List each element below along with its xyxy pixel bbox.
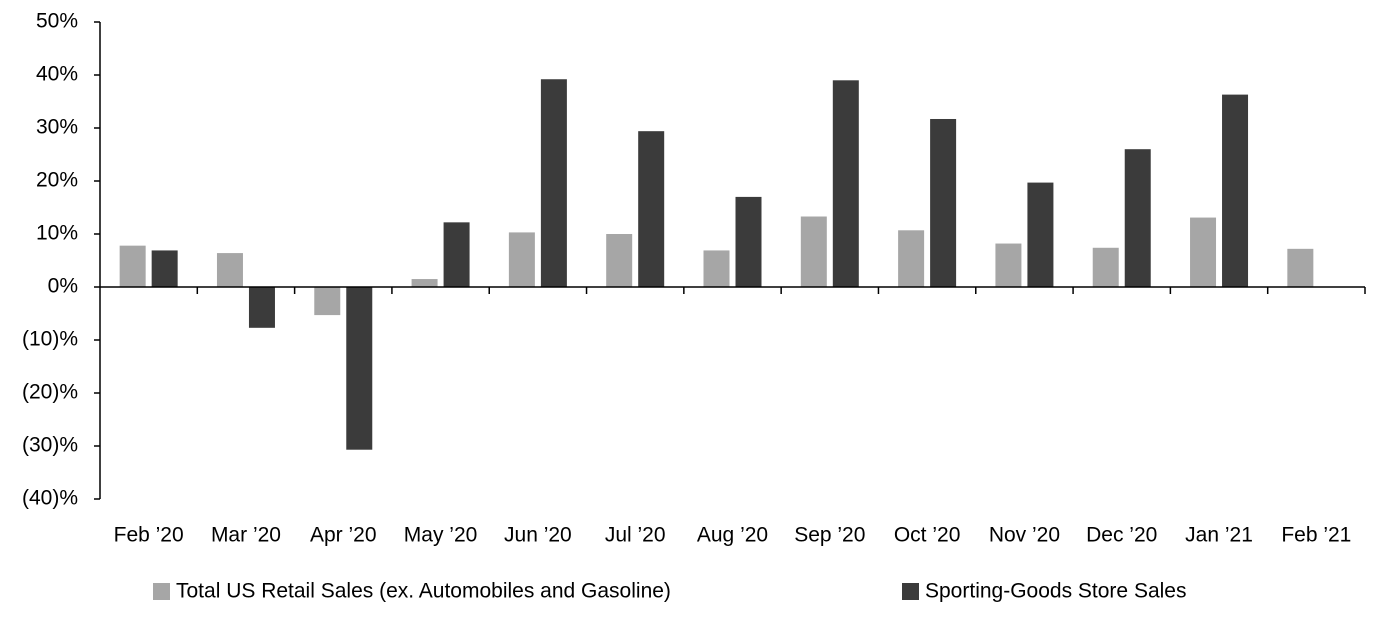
bar — [540, 79, 567, 288]
bar — [995, 243, 1022, 287]
y-tick-label: 30% — [36, 116, 78, 139]
y-tick-label: (30)% — [22, 434, 78, 457]
bar — [314, 287, 341, 316]
x-tick-label: Jun ’20 — [504, 524, 572, 547]
bar — [443, 222, 470, 287]
bar — [832, 80, 859, 287]
legend-swatch — [153, 583, 170, 600]
y-tick-label: 40% — [36, 63, 78, 86]
bar — [735, 196, 762, 287]
bar — [638, 131, 665, 287]
legend-label: Sporting-Goods Store Sales — [925, 580, 1186, 603]
legend-swatch — [902, 583, 919, 600]
x-tick-label: Dec ’20 — [1086, 524, 1157, 547]
x-tick-label: Oct ’20 — [894, 524, 961, 547]
bar — [703, 250, 730, 287]
y-tick-label: 20% — [36, 169, 78, 192]
x-tick-label: Nov ’20 — [989, 524, 1060, 547]
y-tick-label: (40)% — [22, 487, 78, 510]
bar — [1222, 94, 1249, 287]
y-tick-label: 50% — [36, 10, 78, 33]
bar — [1287, 248, 1314, 287]
x-tick-label: Mar ’20 — [211, 524, 281, 547]
x-tick-label: Feb ’20 — [114, 524, 184, 547]
y-tick-label: 10% — [36, 222, 78, 245]
bar — [1190, 217, 1217, 287]
bar — [930, 118, 957, 288]
x-tick-label: Apr ’20 — [310, 524, 377, 547]
bar — [1124, 149, 1151, 287]
legend-label: Total US Retail Sales (ex. Automobiles a… — [176, 580, 671, 603]
x-tick-label: Sep ’20 — [794, 524, 865, 547]
bar — [508, 232, 535, 287]
y-tick-label: (10)% — [22, 328, 78, 351]
y-tick-label: (20)% — [22, 381, 78, 404]
bar — [346, 287, 373, 450]
bar — [1092, 247, 1119, 287]
bar — [898, 230, 925, 287]
bar — [606, 234, 633, 287]
x-tick-label: Feb ’21 — [1281, 524, 1351, 547]
bar — [411, 279, 438, 287]
x-tick-label: May ’20 — [404, 524, 478, 547]
bar — [119, 245, 146, 287]
bar — [248, 287, 275, 328]
y-tick-label: 0% — [48, 275, 78, 298]
x-tick-label: Jan ’21 — [1185, 524, 1253, 547]
bar — [216, 253, 243, 287]
bar — [1027, 182, 1054, 287]
x-tick-label: Aug ’20 — [697, 524, 768, 547]
bar — [151, 250, 178, 287]
bar — [800, 216, 827, 287]
x-tick-label: Jul ’20 — [605, 524, 666, 547]
